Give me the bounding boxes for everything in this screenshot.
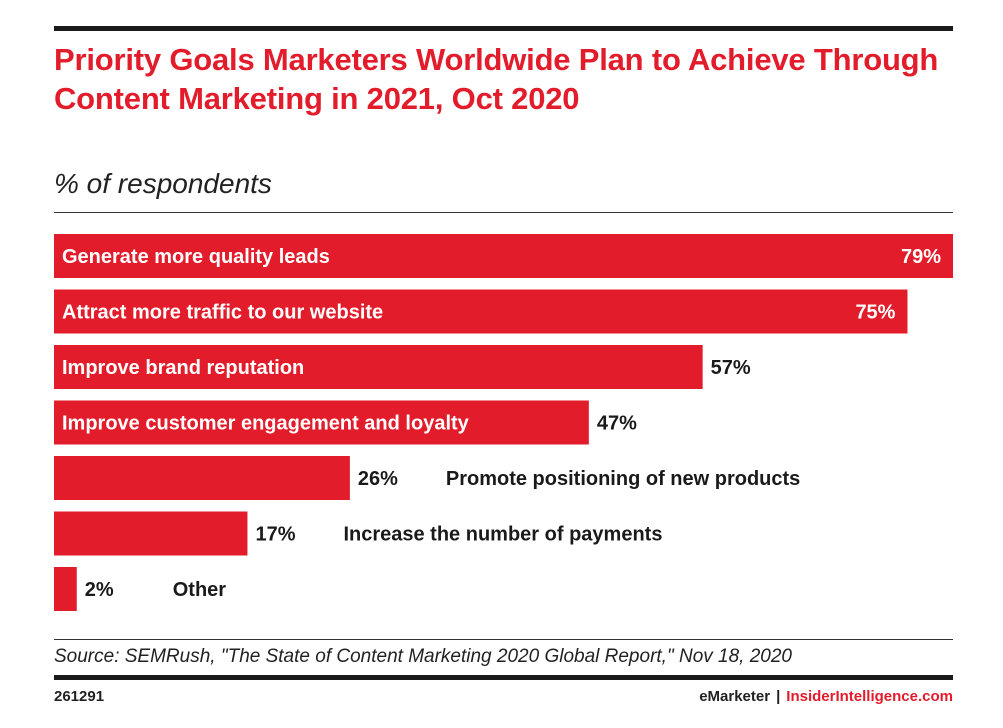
category-label-4: Improve customer engagement and loyalty (62, 413, 470, 435)
category-label-2: Attract more traffic to our website (62, 302, 383, 324)
bar-5 (54, 456, 350, 500)
insider-intelligence-link[interactable]: InsiderIntelligence.com (786, 688, 953, 705)
value-label-6: 17% (255, 524, 295, 546)
chart-title: Priority Goals Marketers Worldwide Plan … (54, 42, 939, 116)
value-label-1: 79% (901, 246, 941, 268)
bar-1 (54, 234, 953, 278)
chart-subtitle: % of respondents (54, 168, 272, 199)
category-label-3: Improve brand reputation (62, 357, 304, 379)
brand-separator: | (776, 688, 781, 705)
source-divider (54, 639, 953, 640)
bar-6 (54, 511, 248, 556)
value-label-7: 2% (85, 579, 114, 601)
bar-3 (54, 345, 703, 389)
value-label-3: 57% (711, 357, 751, 379)
value-label-5: 26% (358, 468, 398, 490)
value-label-2: 75% (855, 302, 895, 324)
category-label-5: Promote positioning of new products (446, 468, 800, 490)
top-rule (54, 26, 953, 31)
emarketer-brand: eMarketer (699, 688, 771, 705)
brand-credit: eMarketer | InsiderIntelligence.com (699, 688, 953, 705)
bar-7 (54, 567, 77, 611)
subtitle-divider (54, 212, 953, 213)
bar-2 (54, 289, 908, 334)
source-note: Source: SEMRush, "The State of Content M… (54, 646, 793, 667)
category-label-6: Increase the number of payments (343, 524, 662, 546)
bar-4 (54, 400, 589, 445)
chart-id: 261291 (54, 688, 105, 705)
category-label-7: Other (173, 579, 227, 601)
category-label-1: Generate more quality leads (62, 246, 330, 268)
value-label-4: 47% (597, 413, 637, 435)
bottom-rule (54, 675, 953, 680)
